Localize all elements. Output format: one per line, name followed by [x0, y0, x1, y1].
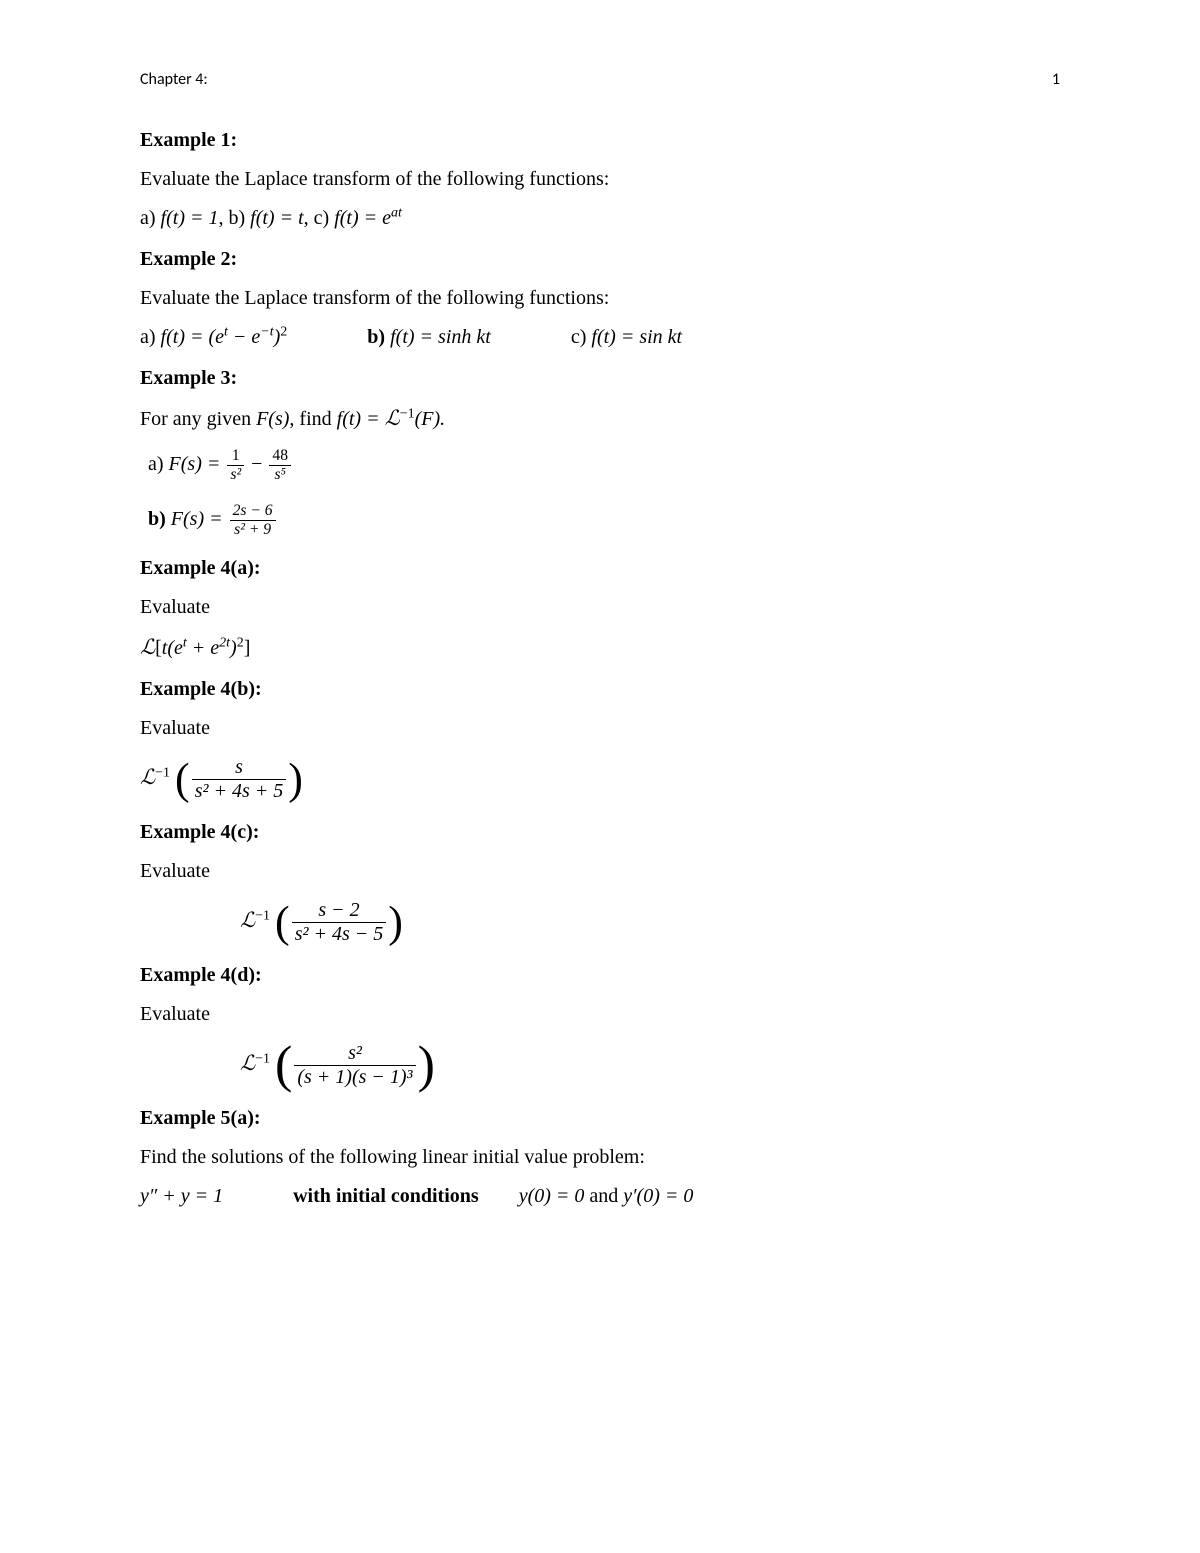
ex4d-inv: −1: [255, 1051, 270, 1066]
ex5a-mid: with initial conditions: [293, 1185, 479, 1207]
ex3-Fs: F(s): [256, 408, 289, 430]
ex4c-inv: −1: [255, 908, 270, 923]
ex2-b-prefix: b): [367, 326, 390, 348]
ex1-c-fn: f(t) = e: [334, 207, 391, 229]
example-4a-heading: Example 4(a):: [140, 557, 1060, 580]
header-left: Chapter 4:: [140, 70, 208, 89]
ex3-post: (F).: [415, 408, 446, 430]
example-1-prompt: Evaluate the Laplace transform of the fo…: [140, 166, 1060, 193]
ex4a-body-post: ): [230, 637, 237, 659]
ex2-c: f(t) = sin kt: [591, 326, 682, 348]
ex3a-frac1: 1s²: [227, 447, 244, 484]
ex3-ft: f(t) =: [337, 408, 385, 430]
ex4b-L: ℒ: [140, 765, 155, 789]
ex4d-num: s²: [294, 1042, 415, 1066]
example-4b-expr: ℒ−1 (ss² + 4s + 5): [140, 756, 1060, 803]
ex2-c-prefix: c): [571, 326, 592, 348]
ex4a-exp2: 2t: [219, 635, 230, 650]
example-1-heading: Example 1:: [140, 129, 1060, 152]
example-3a: a) F(s) = 1s² − 48s⁵: [140, 447, 1060, 484]
ex4d-L: ℒ: [240, 1051, 255, 1075]
ex4b-inv: −1: [155, 765, 170, 780]
example-2-items: a) f(t) = (et − e−t)2 b) f(t) = sinh kt …: [140, 326, 1060, 349]
ex1-b-prefix: , b): [218, 207, 250, 229]
example-4c-prompt: Evaluate: [140, 858, 1060, 885]
ex1-c-exp: at: [391, 205, 402, 220]
ex4d-frac: s²(s + 1)(s − 1)³: [294, 1042, 415, 1089]
ex3a-frac1-num: 1: [227, 447, 244, 466]
ex3b-prefix: b): [148, 508, 171, 530]
example-4c-expr: ℒ−1 (s − 2s² + 4s − 5): [140, 899, 1060, 946]
example-4a-prompt: Evaluate: [140, 594, 1060, 621]
ex3a-frac1-den: s²: [227, 466, 244, 484]
example-4c-heading: Example 4(c):: [140, 821, 1060, 844]
ex3b-frac: 2s − 6s² + 9: [230, 502, 276, 539]
ex1-a-prefix: a): [140, 207, 161, 229]
example-3-heading: Example 3:: [140, 367, 1060, 390]
ex4b-frac: ss² + 4s + 5: [192, 756, 287, 803]
ex4a-open: [: [155, 637, 162, 659]
ex4c-L: ℒ: [240, 908, 255, 932]
ex2-a-mid: − e: [228, 326, 260, 348]
ex3b-den: s² + 9: [230, 521, 276, 539]
example-4d-heading: Example 4(d):: [140, 964, 1060, 987]
example-4b-prompt: Evaluate: [140, 715, 1060, 742]
example-4b-heading: Example 4(b):: [140, 678, 1060, 701]
ex2-a-exp2: −t: [260, 324, 273, 339]
ex2-b: f(t) = sinh kt: [390, 326, 491, 348]
page: Chapter 4: 1 Example 1: Evaluate the Lap…: [0, 0, 1200, 1553]
ex3a-frac2: 48s⁵: [269, 447, 291, 484]
ex4a-close: ]: [244, 637, 251, 659]
ex4a-outerexp: 2: [237, 635, 244, 650]
page-header: Chapter 4: 1: [140, 70, 1060, 89]
example-4d-expr: ℒ−1 (s²(s + 1)(s − 1)³): [140, 1042, 1060, 1089]
example-2-heading: Example 2:: [140, 248, 1060, 271]
ex4c-den: s² + 4s − 5: [292, 923, 387, 946]
ex3-pre: For any given: [140, 408, 256, 430]
ex5a-and: and: [584, 1185, 623, 1207]
ex4d-den: (s + 1)(s − 1)³: [294, 1066, 415, 1089]
example-1-items: a) f(t) = 1, b) f(t) = t, c) f(t) = eat: [140, 207, 1060, 230]
ex3a-prefix: a): [148, 453, 169, 475]
ex3b-Fs: F(s) =: [171, 508, 228, 530]
example-4a-expr: ℒ[t(et + e2t)2]: [140, 635, 1060, 660]
ex4a-L: ℒ: [140, 635, 155, 659]
example-2-prompt: Evaluate the Laplace transform of the fo…: [140, 285, 1060, 312]
ex1-a: f(t) = 1: [161, 207, 219, 229]
ex4a-body-pre: t(e: [162, 637, 183, 659]
example-5a-eq: y″ + y = 1 with initial conditions y(0) …: [140, 1185, 1060, 1208]
example-3-prompt: For any given F(s), find f(t) = ℒ−1(F).: [140, 404, 1060, 433]
example-5a-prompt: Find the solutions of the following line…: [140, 1144, 1060, 1171]
ex3a-Fs: F(s) =: [169, 453, 226, 475]
example-4d-prompt: Evaluate: [140, 1001, 1060, 1028]
ex3a-frac2-num: 48: [269, 447, 291, 466]
ex3-inv: −1: [400, 406, 415, 421]
ex4b-num: s: [192, 756, 287, 780]
ex5a-eq1: y″ + y = 1: [140, 1185, 223, 1207]
ex2-a-prefix: a): [140, 326, 161, 348]
example-5a-heading: Example 5(a):: [140, 1107, 1060, 1130]
ex4a-body-mid: + e: [187, 637, 219, 659]
ex1-c-prefix: , c): [304, 207, 335, 229]
ex5a-ic1: y(0) = 0: [519, 1185, 585, 1207]
ex3-L: ℒ: [385, 406, 400, 430]
ex3a-minus: −: [246, 453, 267, 475]
ex2-a-lhs: f(t) = (e: [161, 326, 224, 348]
ex4c-num: s − 2: [292, 899, 387, 923]
ex3a-frac2-den: s⁵: [269, 466, 291, 484]
ex4c-frac: s − 2s² + 4s − 5: [292, 899, 387, 946]
ex1-b: f(t) = t: [250, 207, 304, 229]
header-page-number: 1: [1052, 70, 1060, 89]
example-3b: b) F(s) = 2s − 6s² + 9: [140, 502, 1060, 539]
ex3-mid: , find: [289, 408, 336, 430]
ex3b-num: 2s − 6: [230, 502, 276, 521]
ex2-a-outerexp: 2: [280, 324, 287, 339]
ex5a-ic2: y′(0) = 0: [623, 1185, 693, 1207]
ex4b-den: s² + 4s + 5: [192, 780, 287, 803]
